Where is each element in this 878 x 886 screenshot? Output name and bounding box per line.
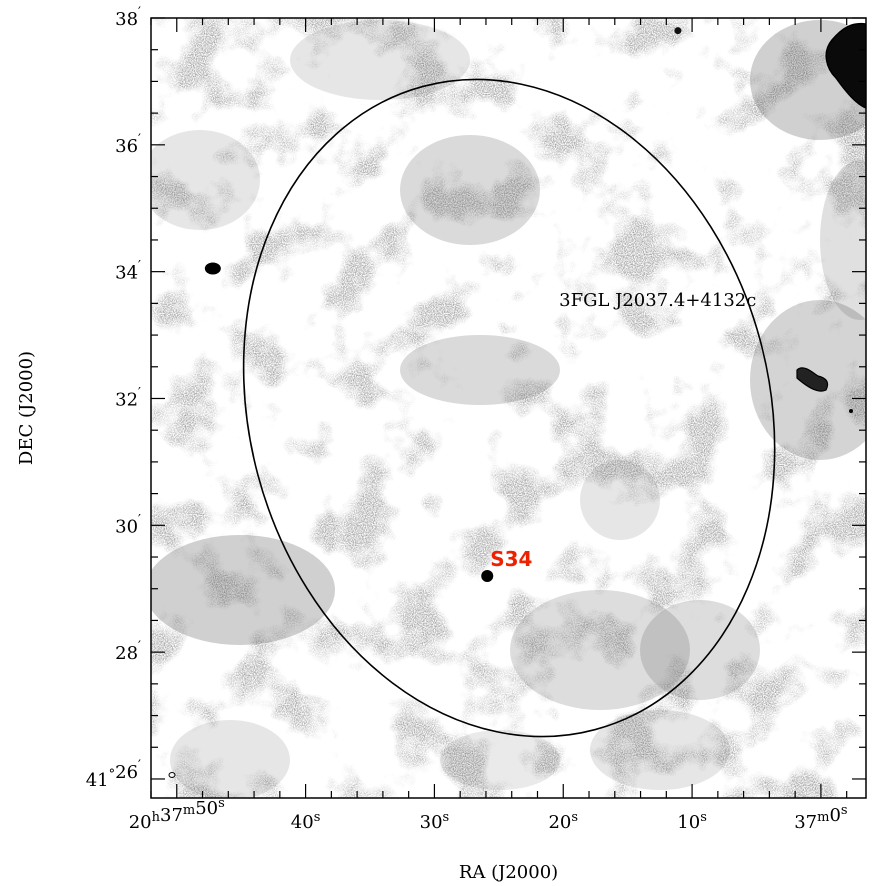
- x-tick-label: 10s: [677, 810, 707, 833]
- source-s34-label: S34: [490, 547, 532, 571]
- tick-layer: 20h37m50s 40s 30s 20s 10s 37m0s 41°26′ 28′ 30′ 32…: [86, 5, 866, 833]
- emission-patch: [580, 460, 660, 540]
- bright-source-corner: [825, 22, 866, 109]
- x-tick-label: 20h37m50s: [129, 796, 225, 833]
- y-tick-label: 41°26′: [86, 758, 141, 791]
- emission-patch: [170, 720, 290, 798]
- x-tick-label: 30s: [420, 810, 450, 833]
- emission-patch: [400, 135, 540, 245]
- emission-patch: [640, 600, 760, 700]
- bright-emission-corner: [796, 22, 866, 413]
- emission-patch: [151, 535, 335, 645]
- diffuse-emission: [151, 18, 866, 798]
- emission-patch: [151, 130, 260, 230]
- source-blob-top: [674, 27, 682, 35]
- source-s34-marker: [481, 570, 494, 583]
- bright-source-right: [796, 367, 829, 392]
- emission-patch: [440, 730, 560, 790]
- emission-patch: [400, 335, 560, 405]
- source-blob-left: [204, 262, 221, 275]
- emission-patch: [820, 160, 866, 320]
- y-tick-label: 36′: [115, 132, 141, 157]
- y-tick-label: 38′: [115, 5, 141, 30]
- marker-layer: S34: [168, 27, 682, 778]
- y-tick-label: 34′: [115, 259, 141, 284]
- emission-patch: [290, 20, 470, 100]
- plot-area: [151, 18, 866, 798]
- emission-patch: [510, 590, 690, 710]
- error-ellipse: [242, 78, 776, 738]
- x-tick-label: 40s: [291, 810, 321, 833]
- y-axis-title: DEC (J2000): [16, 351, 37, 465]
- ellipse-label: 3FGL J2037.4+4132c: [559, 290, 756, 311]
- x-axis-title: RA (J2000): [459, 862, 558, 883]
- y-tick-label: 32′: [115, 385, 141, 410]
- plot-frame: [150, 17, 867, 799]
- y-tick-label: 28′: [115, 639, 141, 664]
- x-tick-label: 20s: [548, 810, 578, 833]
- y-tick-label: 30′: [115, 512, 141, 537]
- source-small-ring: [168, 772, 176, 778]
- x-tick-label: 37m0s: [794, 803, 847, 833]
- emission-patches: [151, 20, 866, 798]
- emission-patch: [590, 710, 730, 790]
- bright-source-dot: [849, 409, 853, 413]
- error-ellipse-layer: 3FGL J2037.4+4132c: [242, 78, 776, 738]
